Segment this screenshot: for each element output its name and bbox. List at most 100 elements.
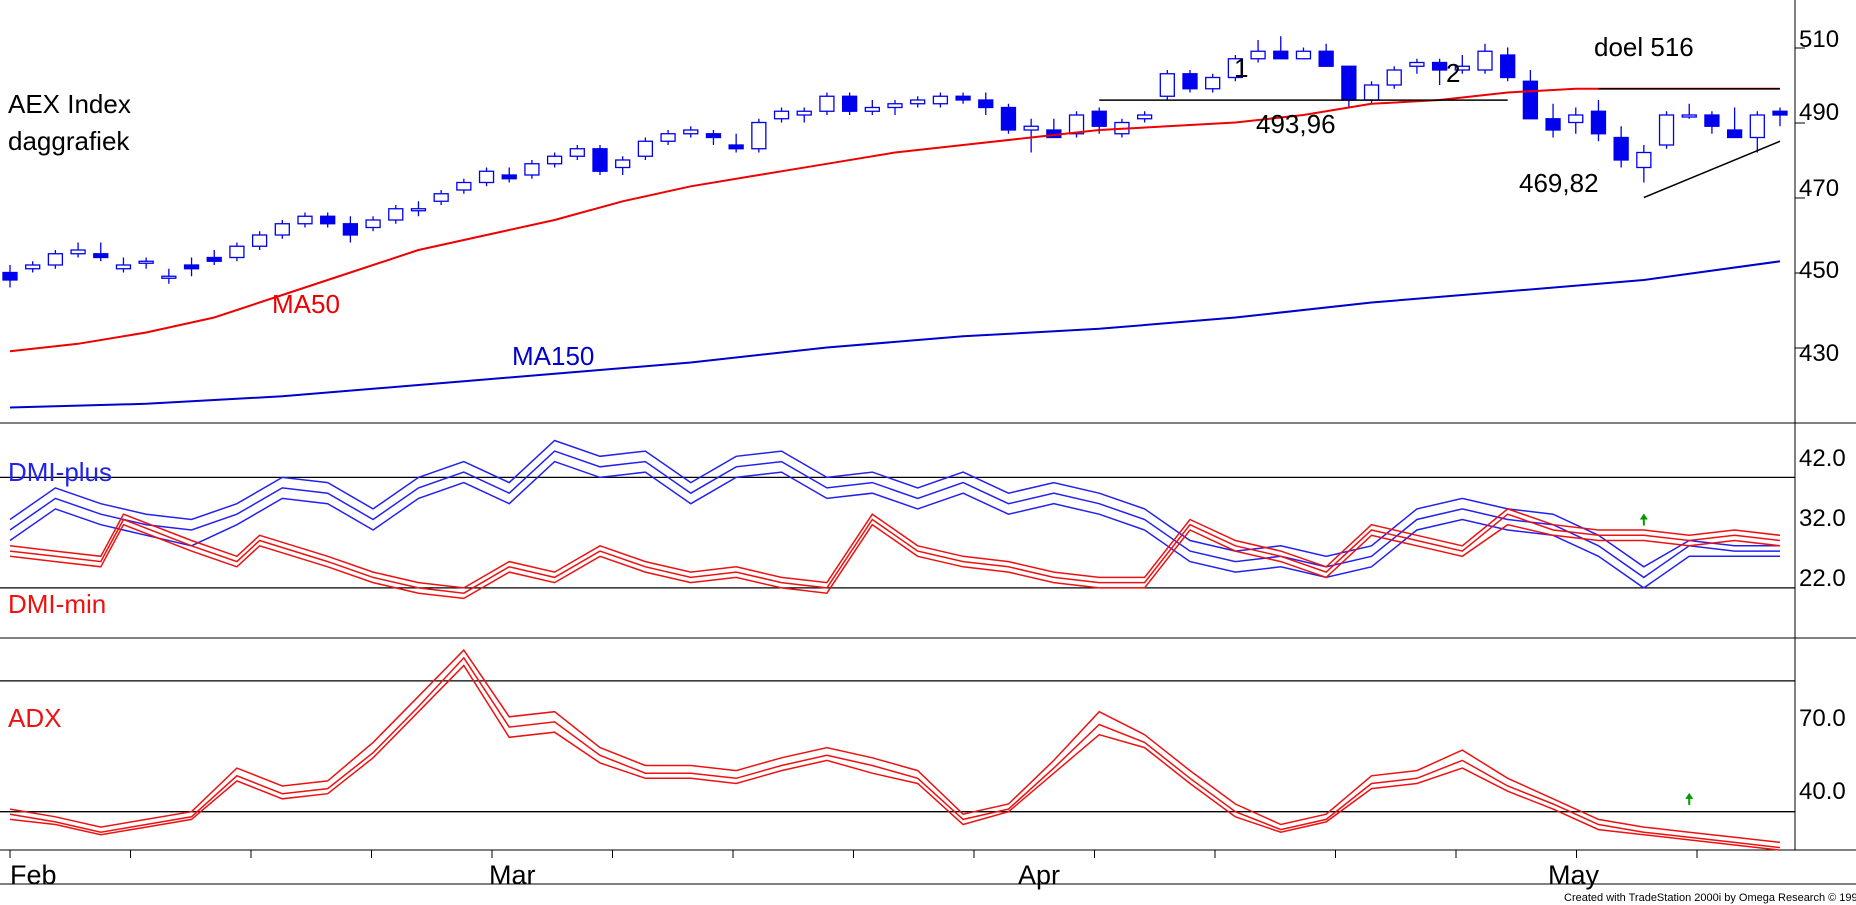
target-label: doel 516 xyxy=(1594,32,1694,62)
candle-body xyxy=(546,155,563,165)
dmi-panel xyxy=(0,439,1795,600)
candle-body xyxy=(615,159,631,169)
candle-body xyxy=(1068,114,1085,135)
candle-body xyxy=(910,99,926,105)
candle-body xyxy=(25,264,41,270)
adx-panel xyxy=(0,648,1795,851)
candle-body xyxy=(93,253,109,259)
candle-body xyxy=(978,99,994,109)
dmi-min-line xyxy=(9,523,1781,600)
candle-body xyxy=(1159,73,1175,97)
candle-body xyxy=(660,133,676,142)
candle-body xyxy=(320,215,336,225)
candle-body xyxy=(1726,129,1743,139)
candle-body xyxy=(592,148,608,172)
candle-body xyxy=(1681,114,1697,118)
candle-body xyxy=(932,95,949,105)
candle-body xyxy=(183,264,200,270)
ma50-line xyxy=(9,87,1780,353)
candle-body xyxy=(456,181,472,191)
month-may: May xyxy=(1548,860,1600,890)
candle-body xyxy=(161,275,177,279)
price-tick-470: 470 xyxy=(1799,175,1839,202)
candle-body xyxy=(705,133,722,139)
candle-body xyxy=(1409,61,1425,67)
candle-body xyxy=(1136,114,1153,120)
candle-body xyxy=(1386,69,1402,86)
marker-1: 1 xyxy=(1234,53,1248,83)
dmi-min-line xyxy=(9,508,1781,589)
adx-line xyxy=(9,664,1781,851)
signal-arrow-icon xyxy=(1639,513,1648,526)
adx-line xyxy=(9,656,1781,849)
dmi-tick-32: 32.0 xyxy=(1799,505,1846,532)
candle-body xyxy=(1227,58,1244,79)
dmi-plus-line xyxy=(9,450,1780,579)
candle-body xyxy=(478,170,495,184)
dmi-plus-label: DMI-plus xyxy=(8,457,112,487)
candle-body xyxy=(569,148,585,157)
candle-body xyxy=(1500,54,1516,79)
candle-body xyxy=(1749,114,1765,139)
dmi-tick-42: 42.0 xyxy=(1799,445,1846,472)
candle-body xyxy=(410,208,427,212)
ma50-label: MA50 xyxy=(272,289,340,319)
price-tick-430: 430 xyxy=(1799,340,1839,367)
adx-tick-40: 40.0 xyxy=(1799,778,1846,805)
candle-body xyxy=(388,208,404,221)
dmi-plus-line xyxy=(9,439,1780,568)
candle-body xyxy=(274,223,290,236)
dmi-min-line xyxy=(9,513,1781,594)
candle-body xyxy=(501,174,517,180)
month-mar: Mar xyxy=(489,860,536,890)
candle-body xyxy=(728,144,744,150)
candle-body xyxy=(47,253,64,266)
price-tick-510: 510 xyxy=(1799,26,1839,53)
candle-body xyxy=(1318,50,1334,67)
month-feb: Feb xyxy=(10,860,57,890)
ma150-line xyxy=(9,260,1781,409)
adx-line xyxy=(9,648,1781,844)
candle-body xyxy=(1182,73,1198,90)
candle-body xyxy=(342,223,359,236)
price-panel xyxy=(2,36,1788,409)
candle-body xyxy=(1454,65,1470,71)
candle-body xyxy=(887,103,903,109)
candle-body xyxy=(1000,106,1017,131)
candle-body xyxy=(251,234,268,247)
candle-body xyxy=(297,215,313,225)
candle-body xyxy=(70,249,86,255)
candle-body xyxy=(1545,118,1561,131)
axis-ticks xyxy=(9,47,1805,858)
candle-body xyxy=(365,219,381,229)
dmi-plus-line xyxy=(9,460,1780,589)
month-apr: Apr xyxy=(1018,860,1060,890)
price-tick-450: 450 xyxy=(1799,257,1839,284)
candle-body xyxy=(751,121,767,150)
candle-body xyxy=(2,271,18,281)
candle-body xyxy=(796,110,812,116)
credit-text: Created with TradeStation 2000i by Omega… xyxy=(1564,892,1856,904)
candle-body xyxy=(1658,114,1675,146)
candle-body xyxy=(1431,61,1448,71)
candle-body xyxy=(1341,65,1357,101)
candle-body xyxy=(864,106,880,112)
candle-body xyxy=(1522,80,1539,120)
adx-tick-70: 70.0 xyxy=(1799,705,1846,732)
level-493-label: 493,96 xyxy=(1256,109,1336,139)
candle-body xyxy=(773,110,790,120)
candle-body xyxy=(433,193,449,202)
candle-body xyxy=(955,95,971,101)
candle-body xyxy=(637,140,654,157)
candle-body xyxy=(1363,84,1380,101)
candle-body xyxy=(1704,114,1720,127)
candle-body xyxy=(1590,110,1607,135)
candle-body xyxy=(819,95,835,112)
trend-line xyxy=(1643,140,1781,199)
level-469-label: 469,82 xyxy=(1519,168,1599,198)
candle-body xyxy=(841,95,858,112)
candle-body xyxy=(1023,125,1039,131)
price-tick-490: 490 xyxy=(1799,99,1839,126)
candle-body xyxy=(1250,50,1266,60)
